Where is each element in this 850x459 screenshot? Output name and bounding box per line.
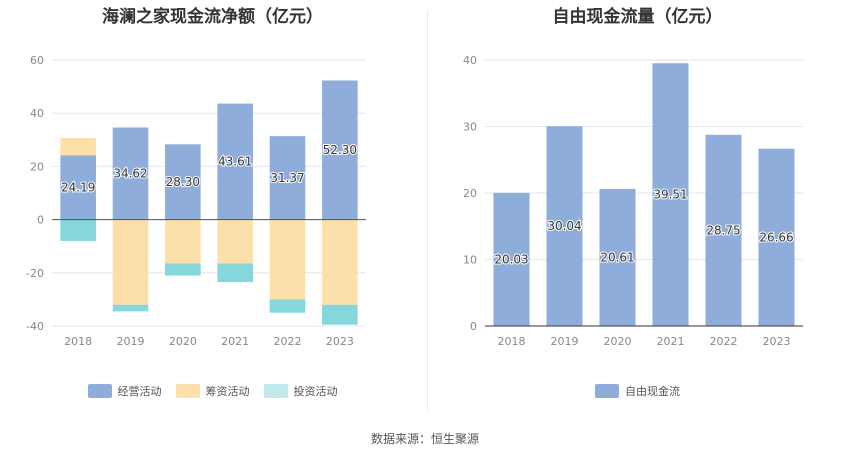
cashflow-bar-2019-s2	[112, 304, 149, 312]
free-cashflow-x-tick-label: 2023	[763, 335, 791, 348]
legend-swatch-investing	[263, 384, 288, 398]
cashflow-bar-2018-s1	[60, 137, 96, 156]
panel-divider	[427, 10, 428, 410]
legend-item-investing[interactable]: 投资活动	[263, 383, 338, 399]
right-chart-panel: 自由现金流量（亿元） 0 10 20 30 40 20.03 30.04 20.61 39.51…	[425, 0, 850, 420]
cashflow-x-tick-label: 2023	[326, 335, 354, 348]
cashflow-bar-2023-s1	[322, 219, 358, 305]
cashflow-bar-2019-s0	[112, 127, 149, 220]
free-cashflow-bar-2022-s0	[705, 134, 742, 326]
cashflow-y-tick-label: 40	[30, 107, 44, 120]
free-cashflow-data-label: 20.03	[494, 252, 528, 266]
free-cashflow-x-tick-label: 2019	[551, 335, 579, 348]
free-cashflow-x-tick-label: 2022	[710, 335, 738, 348]
free-cashflow-x-tick-label: 2018	[498, 335, 526, 348]
cashflow-y-tick-label: 20	[30, 160, 44, 173]
cashflow-x-tick-label: 2019	[117, 335, 145, 348]
legend-label-financing: 筹资活动	[205, 385, 250, 398]
left-legend: 经营活动 筹资活动 投资活动	[0, 383, 425, 399]
free-cashflow-bar-chart: 0 10 20 30 40 20.03 30.04 20.61 39.51 28.75 26.66 2…	[463, 54, 803, 348]
legend-label-investing: 投资活动	[293, 385, 338, 398]
cashflow-bar-2023-s0	[322, 80, 358, 220]
left-chart-title: 海澜之家现金流净额（亿元）	[102, 7, 323, 27]
legend-item-operating[interactable]: 经营活动	[87, 383, 162, 399]
free-cashflow-y-tick-label: 10	[463, 254, 477, 267]
free-cashflow-bar-2019-s0	[546, 126, 583, 326]
cashflow-x-tick-label: 2020	[169, 335, 197, 348]
legend-swatch-operating	[87, 384, 112, 398]
free-cashflow-bar-2021-s0	[652, 63, 689, 327]
cashflow-data-label: 43.61	[218, 155, 252, 169]
legend-label-free-cashflow: 自由现金流	[625, 385, 680, 398]
free-cashflow-data-label: 30.04	[547, 219, 581, 233]
free-cashflow-data-label: 20.61	[600, 250, 634, 264]
free-cashflow-x-tick-label: 2021	[657, 335, 685, 348]
free-cashflow-y-tick-label: 30	[463, 121, 477, 134]
free-cashflow-bar-2023-s0	[758, 148, 795, 326]
cashflow-bar-2022-s1	[269, 219, 306, 300]
cashflow-x-tick-label: 2021	[221, 335, 249, 348]
cashflow-bar-2022-s2	[269, 299, 306, 313]
free-cashflow-data-label: 28.75	[706, 223, 740, 237]
cashflow-y-tick-label: -40	[26, 320, 44, 333]
free-cashflow-data-label: 26.66	[759, 230, 793, 244]
right-legend: 自由现金流	[425, 383, 850, 399]
free-cashflow-x-tick-label: 2020	[604, 335, 632, 348]
left-chart-panel: 海澜之家现金流净额（亿元） -40 -20 0 20 40 60 24.19 34.62 28.…	[0, 0, 425, 420]
free-cashflow-y-tick-label: 0	[470, 320, 477, 333]
free-cashflow-data-label: 39.51	[653, 188, 687, 202]
free-cashflow-bar-2020-s0	[599, 188, 636, 326]
cashflow-data-label: 24.19	[61, 180, 95, 194]
cashflow-y-tick-label: 0	[37, 214, 44, 227]
legend-label-operating: 经营活动	[117, 385, 162, 398]
cashflow-bar-2021-s2	[217, 263, 253, 283]
cashflow-bar-2022-s0	[269, 136, 306, 220]
cashflow-x-tick-label: 2018	[64, 335, 92, 348]
free-cashflow-bar-2018-s0	[493, 192, 530, 326]
free-cashflow-y-tick-label: 40	[463, 54, 477, 67]
legend-swatch-financing	[175, 384, 200, 398]
legend-item-free-cashflow[interactable]: 自由现金流	[595, 383, 680, 399]
cashflow-bar-2018-s2	[60, 219, 96, 241]
cashflow-bar-2018-s0	[60, 155, 96, 220]
cashflow-x-tick-label: 2022	[274, 335, 302, 348]
cashflow-bar-2020-s2	[165, 263, 201, 276]
cashflow-bar-2020-s0	[165, 144, 201, 220]
cashflow-y-tick-label: 60	[30, 54, 44, 67]
cashflow-bar-2020-s1	[165, 219, 201, 264]
cashflow-bar-2023-s2	[322, 304, 358, 325]
data-source-note: 数据来源：恒生聚源	[370, 432, 479, 446]
cashflow-data-label: 52.30	[323, 143, 357, 157]
cashflow-bar-2021-s0	[217, 103, 253, 220]
cashflow-bar-2019-s1	[112, 219, 149, 305]
cashflow-stacked-bar-chart: -40 -20 0 20 40 60 24.19 34.62 28.30 43.61 31.37 52…	[26, 54, 366, 348]
cashflow-bar-2021-s1	[217, 219, 253, 264]
cashflow-data-label: 28.30	[166, 175, 200, 189]
cashflow-data-label: 31.37	[270, 171, 304, 185]
right-chart-title: 自由现金流量（亿元）	[552, 7, 723, 27]
free-cashflow-y-tick-label: 20	[463, 187, 477, 200]
legend-swatch-free-cashflow	[595, 384, 619, 398]
cashflow-data-label: 34.62	[113, 167, 147, 181]
legend-item-financing[interactable]: 筹资活动	[175, 383, 250, 399]
cashflow-y-tick-label: -20	[26, 267, 44, 280]
